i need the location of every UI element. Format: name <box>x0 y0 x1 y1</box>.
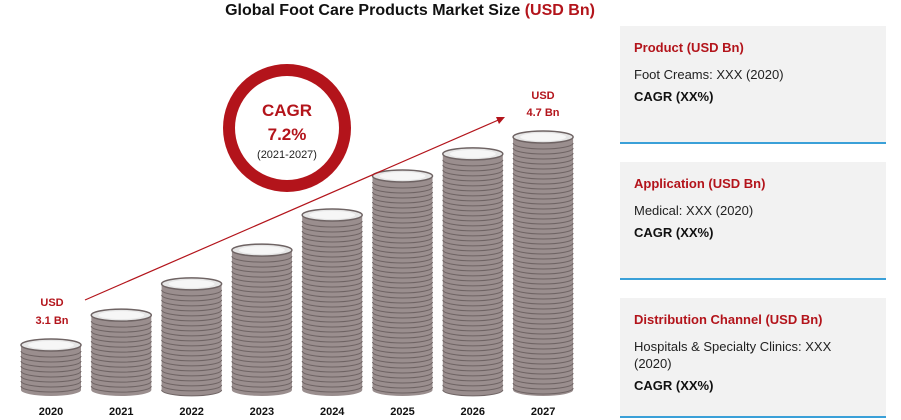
panel-product-title: Product (USD Bn) <box>634 40 744 55</box>
panel-product-line: Foot Creams: XXX (2020) <box>634 67 784 82</box>
coin-stack-2027 <box>512 130 574 396</box>
x-axis-ticks: 2020 2021 2022 2023 2024 2025 2026 2027 <box>39 406 556 418</box>
annotation-2027-line1: USD <box>531 90 554 102</box>
x-tick-2022: 2022 <box>179 406 203 418</box>
cagr-period: (2021-2027) <box>257 149 317 161</box>
coin-stack-2024 <box>301 208 363 396</box>
annotation-2027-line2: 4.7 Bn <box>526 107 559 119</box>
panel-application-cagr: CAGR (XX%) <box>634 225 714 240</box>
coin-stack-2023 <box>231 243 293 396</box>
x-tick-2027: 2027 <box>531 406 555 418</box>
annotation-2020-line2: 3.1 Bn <box>35 315 68 327</box>
panel-product-cagr: CAGR (XX%) <box>634 89 714 104</box>
panel-application: Application (USD Bn) Medical: XXX (2020)… <box>620 162 886 280</box>
panel-distribution-cagr: CAGR (XX%) <box>634 378 714 393</box>
panel-product: Product (USD Bn) Foot Creams: XXX (2020)… <box>620 26 886 144</box>
annotation-2020-line1: USD <box>40 297 63 309</box>
cagr-label: CAGR <box>262 101 312 120</box>
chart-title-main: Global Foot Care Products Market Size <box>225 2 520 19</box>
x-tick-2023: 2023 <box>250 406 274 418</box>
coin-stack-2026 <box>442 147 504 397</box>
x-tick-2021: 2021 <box>109 406 133 418</box>
coin-stack-2022 <box>160 277 223 397</box>
chart-title: Global Foot Care Products Market Size (U… <box>225 2 595 19</box>
cagr-badge: CAGR 7.2% (2021-2027) <box>223 64 351 192</box>
coin-stacks <box>20 130 574 397</box>
panel-application-line: Medical: XXX (2020) <box>634 203 754 218</box>
chart-title-unit: (USD Bn) <box>525 2 595 19</box>
panel-application-title: Application (USD Bn) <box>634 176 766 191</box>
cagr-value: 7.2% <box>268 125 307 144</box>
panel-distribution: Distribution Channel (USD Bn) Hospitals … <box>620 298 886 418</box>
coin-stack-2020 <box>20 338 82 396</box>
growth-arrowhead <box>496 117 505 124</box>
growth-arrow <box>84 117 504 301</box>
panel-distribution-line: Hospitals & Specialty Clinics: XXX (2020… <box>634 339 832 371</box>
coin-stack-2021 <box>90 308 153 396</box>
cagr-inner <box>235 76 339 180</box>
x-tick-2020: 2020 <box>39 406 63 418</box>
panel-distribution-title: Distribution Channel (USD Bn) <box>634 312 823 327</box>
x-tick-2024: 2024 <box>320 406 345 418</box>
x-tick-2025: 2025 <box>390 406 414 418</box>
x-tick-2026: 2026 <box>461 406 485 418</box>
coin-stack-2025 <box>371 169 434 396</box>
